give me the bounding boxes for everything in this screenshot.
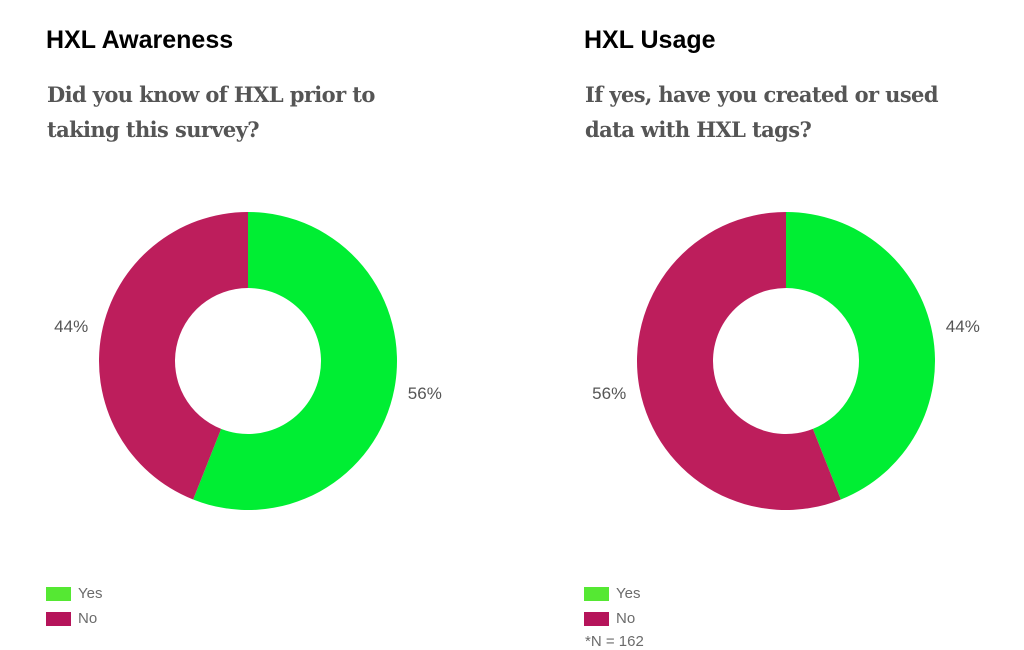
legend-item-no: No xyxy=(584,606,640,631)
chart-legend: Yes No xyxy=(46,581,102,631)
data-label-yes: 56% xyxy=(408,384,442,403)
chart-subtitle: Did you know of HXL prior to taking this… xyxy=(47,82,375,142)
donut-chart: 44% 56% xyxy=(592,212,980,510)
data-label-no: 44% xyxy=(54,317,88,336)
data-label-no: 56% xyxy=(592,384,626,403)
legend-label-yes: Yes xyxy=(78,585,103,602)
donut-slice-no xyxy=(636,212,841,510)
donut-chart: 56% 44% xyxy=(54,212,442,510)
data-label-yes: 44% xyxy=(946,317,980,336)
legend-swatch-yes xyxy=(584,586,609,601)
legend-label-no: No xyxy=(78,610,98,627)
legend-item-yes: Yes xyxy=(584,581,640,606)
chart-panel-awareness: HXL Awareness Did you know of HXL prior … xyxy=(46,0,486,650)
chart-legend: Yes No xyxy=(584,581,640,631)
sample-size-footnote: *N = 162 xyxy=(585,633,644,650)
legend-item-no: No xyxy=(46,606,102,631)
chart-subtitle: If yes, have you created or used data wi… xyxy=(585,82,939,142)
legend-swatch-yes xyxy=(46,586,71,601)
legend-swatch-no xyxy=(46,611,71,626)
legend-swatch-no xyxy=(584,611,609,626)
legend-label-yes: Yes xyxy=(616,585,641,602)
donut-slice-yes xyxy=(193,212,398,510)
donut-slice-no xyxy=(99,212,248,500)
donut-slice-yes xyxy=(786,212,935,500)
legend-label-no: No xyxy=(616,610,636,627)
chart-panel-usage: HXL Usage If yes, have you created or us… xyxy=(584,0,1024,650)
chart-title: HXL Awareness xyxy=(46,26,234,54)
legend-item-yes: Yes xyxy=(46,581,102,606)
chart-title: HXL Usage xyxy=(584,26,716,54)
